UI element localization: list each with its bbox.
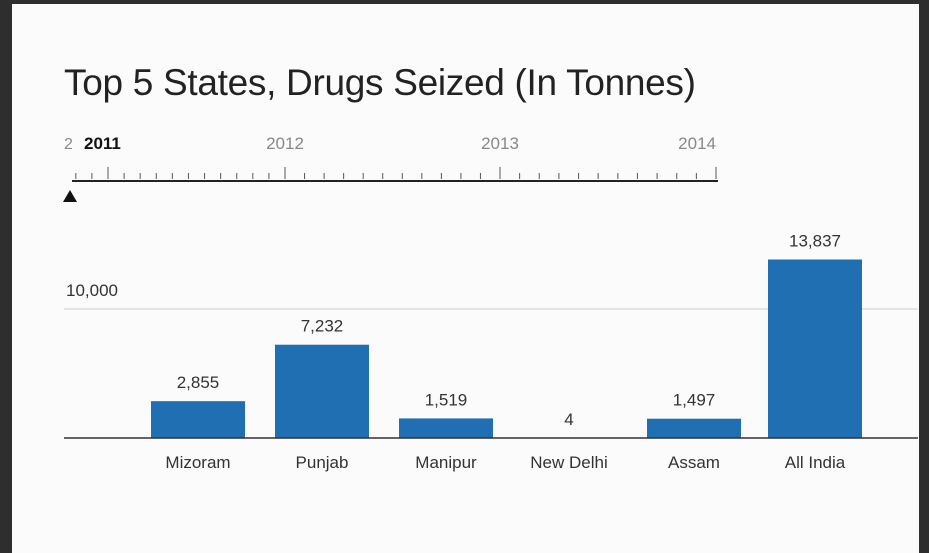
x-category-label: All India <box>785 453 846 472</box>
timeline-handle-icon[interactable] <box>63 190 77 202</box>
x-category-label: Mizoram <box>165 453 230 472</box>
bar-assam <box>647 418 741 438</box>
bar-mizoram <box>151 401 245 438</box>
timeline-year-2011[interactable]: 2011 <box>84 134 121 153</box>
bar-value-label: 2,855 <box>177 373 220 392</box>
x-category-label: New Delhi <box>530 453 607 472</box>
bar-value-label: 1,519 <box>425 390 468 409</box>
x-category-label: Punjab <box>296 453 349 472</box>
y-gridline-label: 10,000 <box>66 281 118 300</box>
timeline-year-2014[interactable]: 2014 <box>678 134 716 153</box>
chart-title: Top 5 States, Drugs Seized (In Tonnes) <box>64 62 696 103</box>
bar-punjab <box>275 344 369 438</box>
x-category-label: Manipur <box>415 453 477 472</box>
x-category-label: Assam <box>668 453 720 472</box>
bar-value-label: 7,232 <box>301 317 344 336</box>
timeline-truncated-label: 2 <box>64 136 73 153</box>
timeline-year-2013[interactable]: 2013 <box>481 134 519 153</box>
bar-value-label: 1,497 <box>673 391 716 410</box>
timeline-year-2012[interactable]: 2012 <box>266 134 304 153</box>
bar-value-label: 4 <box>564 410 573 429</box>
bar-manipur <box>399 418 493 438</box>
bar-value-label: 13,837 <box>789 232 841 251</box>
bar-all-india <box>768 259 862 438</box>
